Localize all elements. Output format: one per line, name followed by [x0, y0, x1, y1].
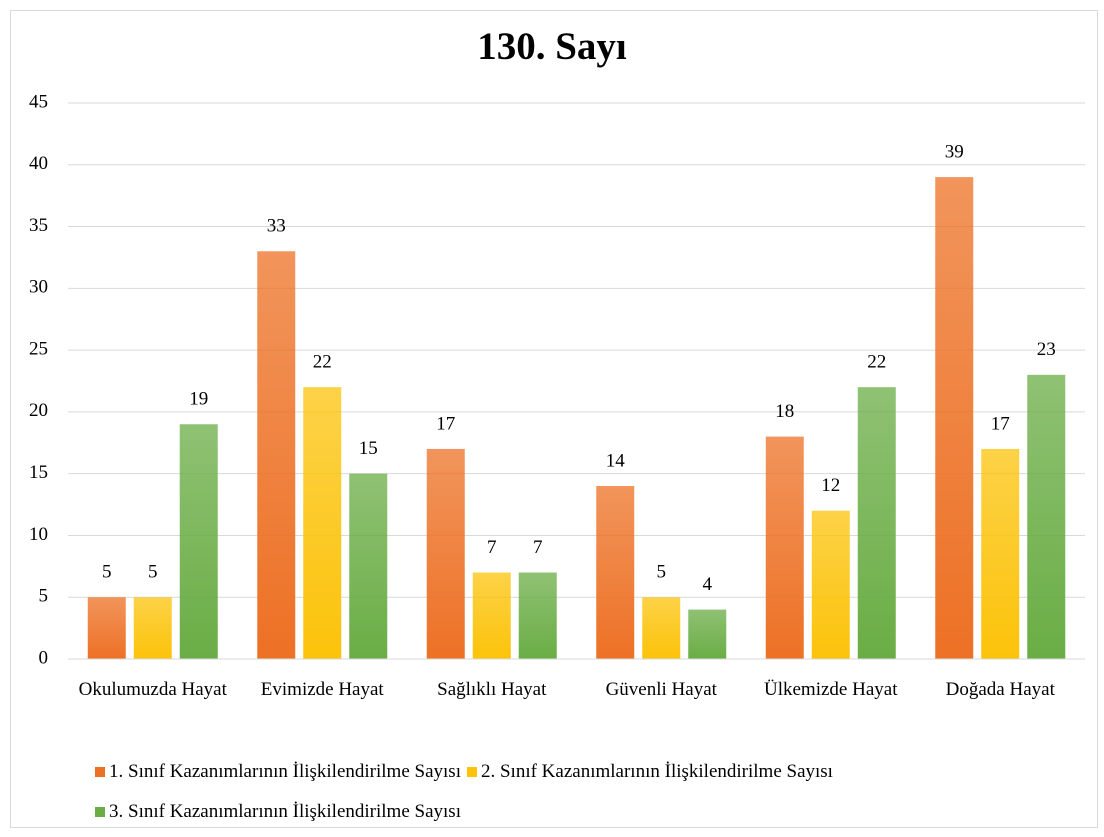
y-tick-label: 35 — [29, 215, 48, 236]
bar — [857, 387, 896, 659]
x-tick-label: Evimizde Hayat — [260, 679, 384, 700]
bar — [472, 572, 511, 659]
legend-label: 1. Sınıf Kazanımlarının İlişkilendirilme… — [109, 761, 461, 782]
legend-item: 1. Sınıf Kazanımlarının İlişkilendirilme… — [95, 752, 461, 792]
data-label: 18 — [775, 401, 794, 422]
x-tick-label: Okulumuzda Hayat — [78, 679, 227, 700]
data-label: 39 — [945, 141, 964, 162]
y-tick-label: 45 — [29, 91, 48, 112]
y-tick-label: 15 — [29, 462, 48, 483]
bar — [981, 448, 1020, 659]
data-label: 23 — [1037, 339, 1056, 360]
legend-label: 2. Sınıf Kazanımlarının İlişkilendirilme… — [480, 761, 833, 782]
legend-item: 2. Sınıf Kazanımlarının İlişkilendirilme… — [466, 752, 833, 792]
y-tick-label: 20 — [29, 400, 48, 421]
chart-frame — [10, 10, 1098, 828]
data-label: 12 — [821, 475, 840, 496]
bar — [257, 251, 296, 659]
data-label: 17 — [991, 413, 1010, 434]
legend-swatch — [95, 807, 105, 817]
bar — [518, 572, 557, 659]
data-label: 7 — [487, 537, 497, 558]
y-tick-label: 30 — [29, 277, 48, 298]
legend: 1. Sınıf Kazanımlarının İlişkilendirilme… — [95, 752, 1055, 832]
y-tick-label: 0 — [39, 647, 49, 668]
y-tick-label: 25 — [29, 338, 48, 359]
data-label: 17 — [436, 413, 455, 434]
data-label: 19 — [189, 389, 208, 410]
chart-title: 130. Sayı — [477, 25, 627, 68]
legend-label: 3. Sınıf Kazanımlarının İlişkilendirilme… — [109, 801, 461, 822]
bar — [596, 486, 635, 659]
x-tick-label: Ülkemizde Hayat — [764, 679, 898, 700]
bar — [349, 473, 388, 659]
bar — [303, 387, 342, 659]
bar — [1027, 374, 1066, 659]
data-label: 5 — [148, 562, 158, 583]
data-label: 5 — [102, 562, 112, 583]
y-tick-label: 10 — [29, 524, 48, 545]
bar — [179, 424, 218, 659]
bar — [935, 177, 974, 659]
data-label: 33 — [267, 216, 286, 237]
bar — [133, 597, 172, 659]
y-tick-label: 40 — [29, 153, 48, 174]
x-tick-label: Doğada Hayat — [945, 679, 1055, 700]
data-label: 22 — [867, 352, 886, 373]
bar — [642, 597, 681, 659]
x-tick-label: Sağlıklı Hayat — [437, 679, 547, 700]
data-label: 14 — [606, 450, 626, 471]
data-label: 5 — [657, 562, 667, 583]
y-tick-label: 5 — [39, 586, 49, 607]
data-label: 7 — [533, 537, 543, 558]
legend-item: 3. Sınıf Kazanımlarının İlişkilendirilme… — [95, 792, 461, 832]
bar — [811, 510, 850, 659]
bar — [87, 597, 126, 659]
data-label: 4 — [703, 574, 713, 595]
data-label: 22 — [313, 352, 332, 373]
data-label: 15 — [359, 438, 378, 459]
bar — [765, 436, 804, 659]
x-tick-label: Güvenli Hayat — [605, 679, 717, 700]
legend-swatch — [466, 767, 477, 777]
legend-swatch — [95, 767, 105, 777]
bar — [426, 448, 465, 659]
bar — [688, 609, 727, 659]
